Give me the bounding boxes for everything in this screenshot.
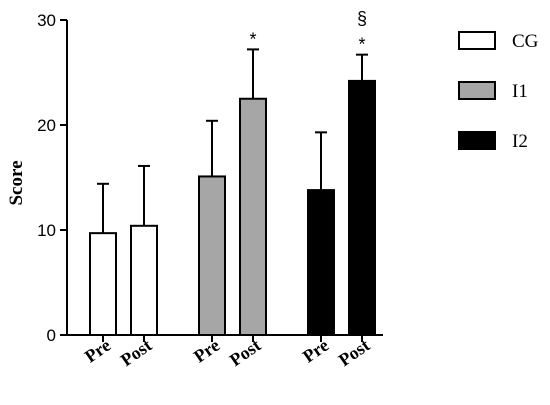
bar-cg — [89, 232, 117, 336]
x-tick-label: Pre — [190, 335, 223, 367]
bars — [89, 79, 376, 337]
x-tick-label: Post — [117, 335, 156, 370]
error-bars — [97, 48, 368, 234]
annotations: * * § — [249, 9, 367, 55]
legend-label-i2: I2 — [512, 131, 528, 152]
legend-label-i1: I1 — [512, 81, 528, 102]
legend-label-cg: CG — [512, 31, 539, 52]
y-tick-label: 30 — [37, 11, 56, 30]
y-tick-label: 0 — [47, 326, 56, 345]
y-axis-label: Score — [6, 160, 27, 205]
y-tick-label: 10 — [37, 221, 56, 240]
legend-swatch-i1 — [458, 81, 496, 100]
x-tick-labels: Pre Post Pre Post Pre Post — [81, 335, 373, 370]
legend: CG I1 I2 — [458, 31, 539, 152]
legend-swatch-cg — [458, 31, 496, 50]
bar-i2 — [307, 189, 335, 336]
y-tick-label: 20 — [37, 116, 56, 135]
axes: 0 10 20 30 — [37, 11, 383, 345]
bar-i1 — [198, 175, 226, 336]
significance-marker: * — [358, 35, 365, 55]
significance-marker: * — [249, 29, 256, 49]
x-tick-label: Pre — [81, 335, 114, 367]
bar-i2 — [348, 79, 376, 337]
x-tick-label: Post — [335, 335, 374, 370]
bar-cg — [130, 224, 158, 336]
bar-i1 — [239, 97, 267, 336]
x-tick-label: Pre — [299, 335, 332, 367]
legend-swatch-i2 — [458, 131, 496, 150]
significance-marker: § — [357, 9, 367, 29]
x-tick-label: Post — [226, 335, 265, 370]
